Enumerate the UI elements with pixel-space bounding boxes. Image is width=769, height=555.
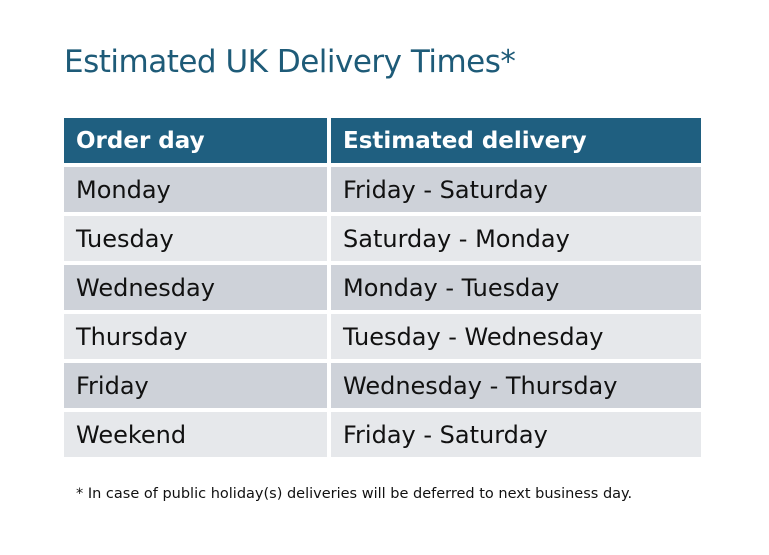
order-day-cell: Friday [64, 363, 327, 408]
table-row: Monday Friday - Saturday [64, 167, 701, 212]
header-estimated-delivery: Estimated delivery [331, 118, 701, 163]
order-day-cell: Tuesday [64, 216, 327, 261]
delivery-cell: Monday - Tuesday [331, 265, 701, 310]
table-row: Weekend Friday - Saturday [64, 412, 701, 457]
table-header-row: Order day Estimated delivery [64, 118, 701, 163]
footnote: * In case of public holiday(s) deliverie… [76, 486, 633, 502]
delivery-cell: Tuesday - Wednesday [331, 314, 701, 359]
order-day-cell: Monday [64, 167, 327, 212]
delivery-cell: Wednesday - Thursday [331, 363, 701, 408]
order-day-cell: Wednesday [64, 265, 327, 310]
header-order-day: Order day [64, 118, 327, 163]
delivery-cell: Friday - Saturday [331, 167, 701, 212]
table-row: Friday Wednesday - Thursday [64, 363, 701, 408]
order-day-cell: Thursday [64, 314, 327, 359]
delivery-cell: Saturday - Monday [331, 216, 701, 261]
delivery-cell: Friday - Saturday [331, 412, 701, 457]
table-row: Thursday Tuesday - Wednesday [64, 314, 701, 359]
delivery-times-table: Order day Estimated delivery Monday Frida… [60, 114, 705, 461]
order-day-cell: Weekend [64, 412, 327, 457]
page-title: Estimated UK Delivery Times* [64, 44, 516, 80]
table-row: Tuesday Saturday - Monday [64, 216, 701, 261]
table-row: Wednesday Monday - Tuesday [64, 265, 701, 310]
